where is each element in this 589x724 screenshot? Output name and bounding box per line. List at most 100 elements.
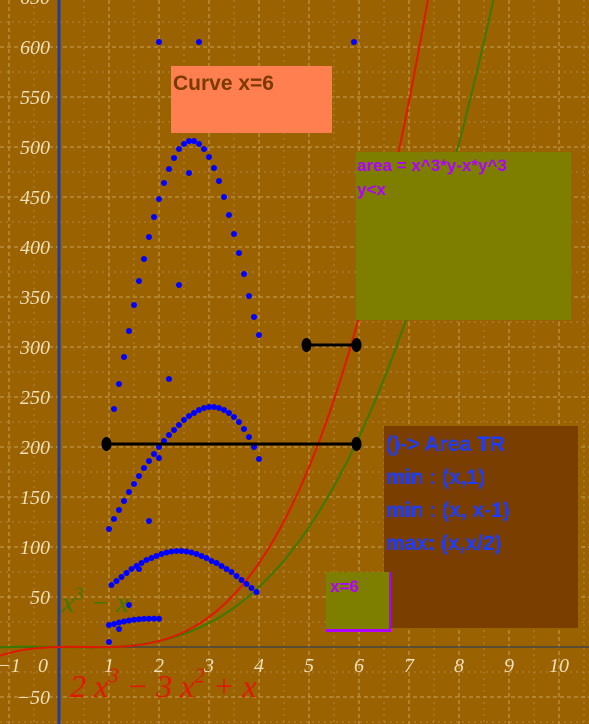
- data-point: [241, 426, 247, 432]
- data-point: [146, 615, 152, 622]
- tick-labels: −505010015020025030035040045050055060065…: [0, 0, 569, 709]
- area-formula: area = x^3*y-x*y^3: [357, 156, 507, 175]
- y-tick-label: 100: [20, 537, 50, 559]
- data-point: [151, 451, 157, 457]
- x6-text: x=6: [330, 577, 359, 596]
- data-point: [176, 282, 182, 288]
- data-point: [171, 427, 177, 433]
- x-tick-label: 0: [38, 655, 48, 677]
- data-point: [216, 405, 222, 411]
- data-point: [156, 196, 162, 202]
- data-point: [181, 141, 187, 147]
- data-point: [248, 585, 255, 591]
- data-point: [191, 410, 197, 416]
- data-point: [161, 180, 167, 186]
- data-point: [256, 332, 262, 338]
- data-point: [146, 518, 152, 524]
- x-tick-label: 9: [504, 655, 514, 677]
- data-point: [118, 574, 125, 580]
- curve-label-part: 3: [107, 665, 118, 688]
- segment-endpoint: [351, 338, 362, 352]
- curve-label-1: x3 − x: [61, 583, 129, 619]
- data-point: [233, 573, 240, 579]
- data-point: [136, 473, 142, 479]
- data-point: [163, 549, 170, 556]
- data-point: [186, 170, 192, 176]
- area-condition: y<x: [357, 180, 386, 199]
- x-tick-label: 3: [203, 655, 214, 677]
- curve-label-part: + x: [205, 668, 257, 704]
- data-point: [218, 563, 225, 569]
- curve-text: Curve x=6: [173, 72, 274, 95]
- y-tick-label: −50: [17, 687, 51, 709]
- data-point: [116, 626, 122, 632]
- data-point: [113, 578, 120, 584]
- data-point: [246, 434, 252, 440]
- data-point: [246, 293, 252, 299]
- data-point: [188, 549, 195, 556]
- data-point: [238, 577, 245, 583]
- data-point: [116, 381, 122, 387]
- data-point: [241, 271, 247, 277]
- curve-label-part: 2 x: [70, 668, 108, 704]
- data-point: [186, 138, 192, 144]
- y-tick-label: 200: [20, 437, 50, 459]
- data-point: [208, 558, 215, 564]
- data-point: [158, 551, 165, 557]
- curve-label-part: − x: [84, 588, 130, 619]
- data-point: [166, 432, 172, 438]
- area-tr-text-box[interactable]: ()-> Area TR min : (x,1) min : (x, x-1) …: [384, 426, 578, 628]
- data-point: [221, 407, 227, 413]
- data-point: [131, 616, 137, 623]
- x-tick-label: −1: [0, 655, 21, 677]
- data-point: [138, 560, 145, 566]
- data-point: [156, 39, 162, 45]
- x-tick-label: 4: [254, 655, 264, 677]
- curve-label-part: − 3 x: [119, 668, 195, 704]
- data-point: [201, 405, 207, 411]
- data-point: [106, 639, 112, 645]
- data-point: [171, 155, 177, 161]
- data-point: [106, 526, 112, 532]
- data-point: [236, 250, 242, 256]
- data-point: [231, 231, 237, 237]
- data-point: [211, 404, 217, 410]
- data-point: [253, 589, 260, 595]
- data-point: [176, 422, 182, 428]
- data-point: [196, 39, 202, 45]
- data-point: [231, 414, 237, 420]
- data-point: [228, 569, 235, 575]
- x6-text-box[interactable]: x=6: [326, 572, 391, 632]
- x-tick-label: 8: [454, 655, 464, 677]
- y-tick-label: 400: [20, 237, 50, 259]
- data-point: [111, 621, 117, 627]
- curve-text-box[interactable]: Curve x=6: [171, 66, 332, 133]
- y-tick-label: 300: [19, 337, 50, 359]
- segment-endpoint: [351, 437, 362, 451]
- data-point: [191, 138, 197, 144]
- data-point: [181, 417, 187, 423]
- data-point: [251, 314, 257, 320]
- data-point: [131, 481, 137, 487]
- data-point: [146, 458, 152, 464]
- data-point: [126, 602, 132, 608]
- area-text-box[interactable]: area = x^3*y-x*y^3 y<x: [356, 152, 571, 320]
- data-point: [131, 302, 137, 308]
- y-tick-label: 250: [20, 387, 50, 409]
- data-point: [146, 234, 152, 240]
- data-point: [123, 570, 130, 576]
- data-point: [111, 406, 117, 412]
- data-point: [151, 615, 157, 622]
- data-point: [223, 566, 230, 572]
- data-point: [126, 328, 132, 334]
- data-point: [141, 615, 147, 622]
- data-point: [128, 566, 135, 572]
- data-point: [221, 194, 227, 200]
- y-tick-label: 550: [20, 87, 50, 109]
- data-point: [226, 410, 232, 416]
- data-point: [226, 212, 232, 218]
- data-point: [121, 498, 127, 504]
- data-point: [121, 618, 127, 625]
- data-point: [236, 419, 242, 425]
- point-series: [106, 39, 357, 645]
